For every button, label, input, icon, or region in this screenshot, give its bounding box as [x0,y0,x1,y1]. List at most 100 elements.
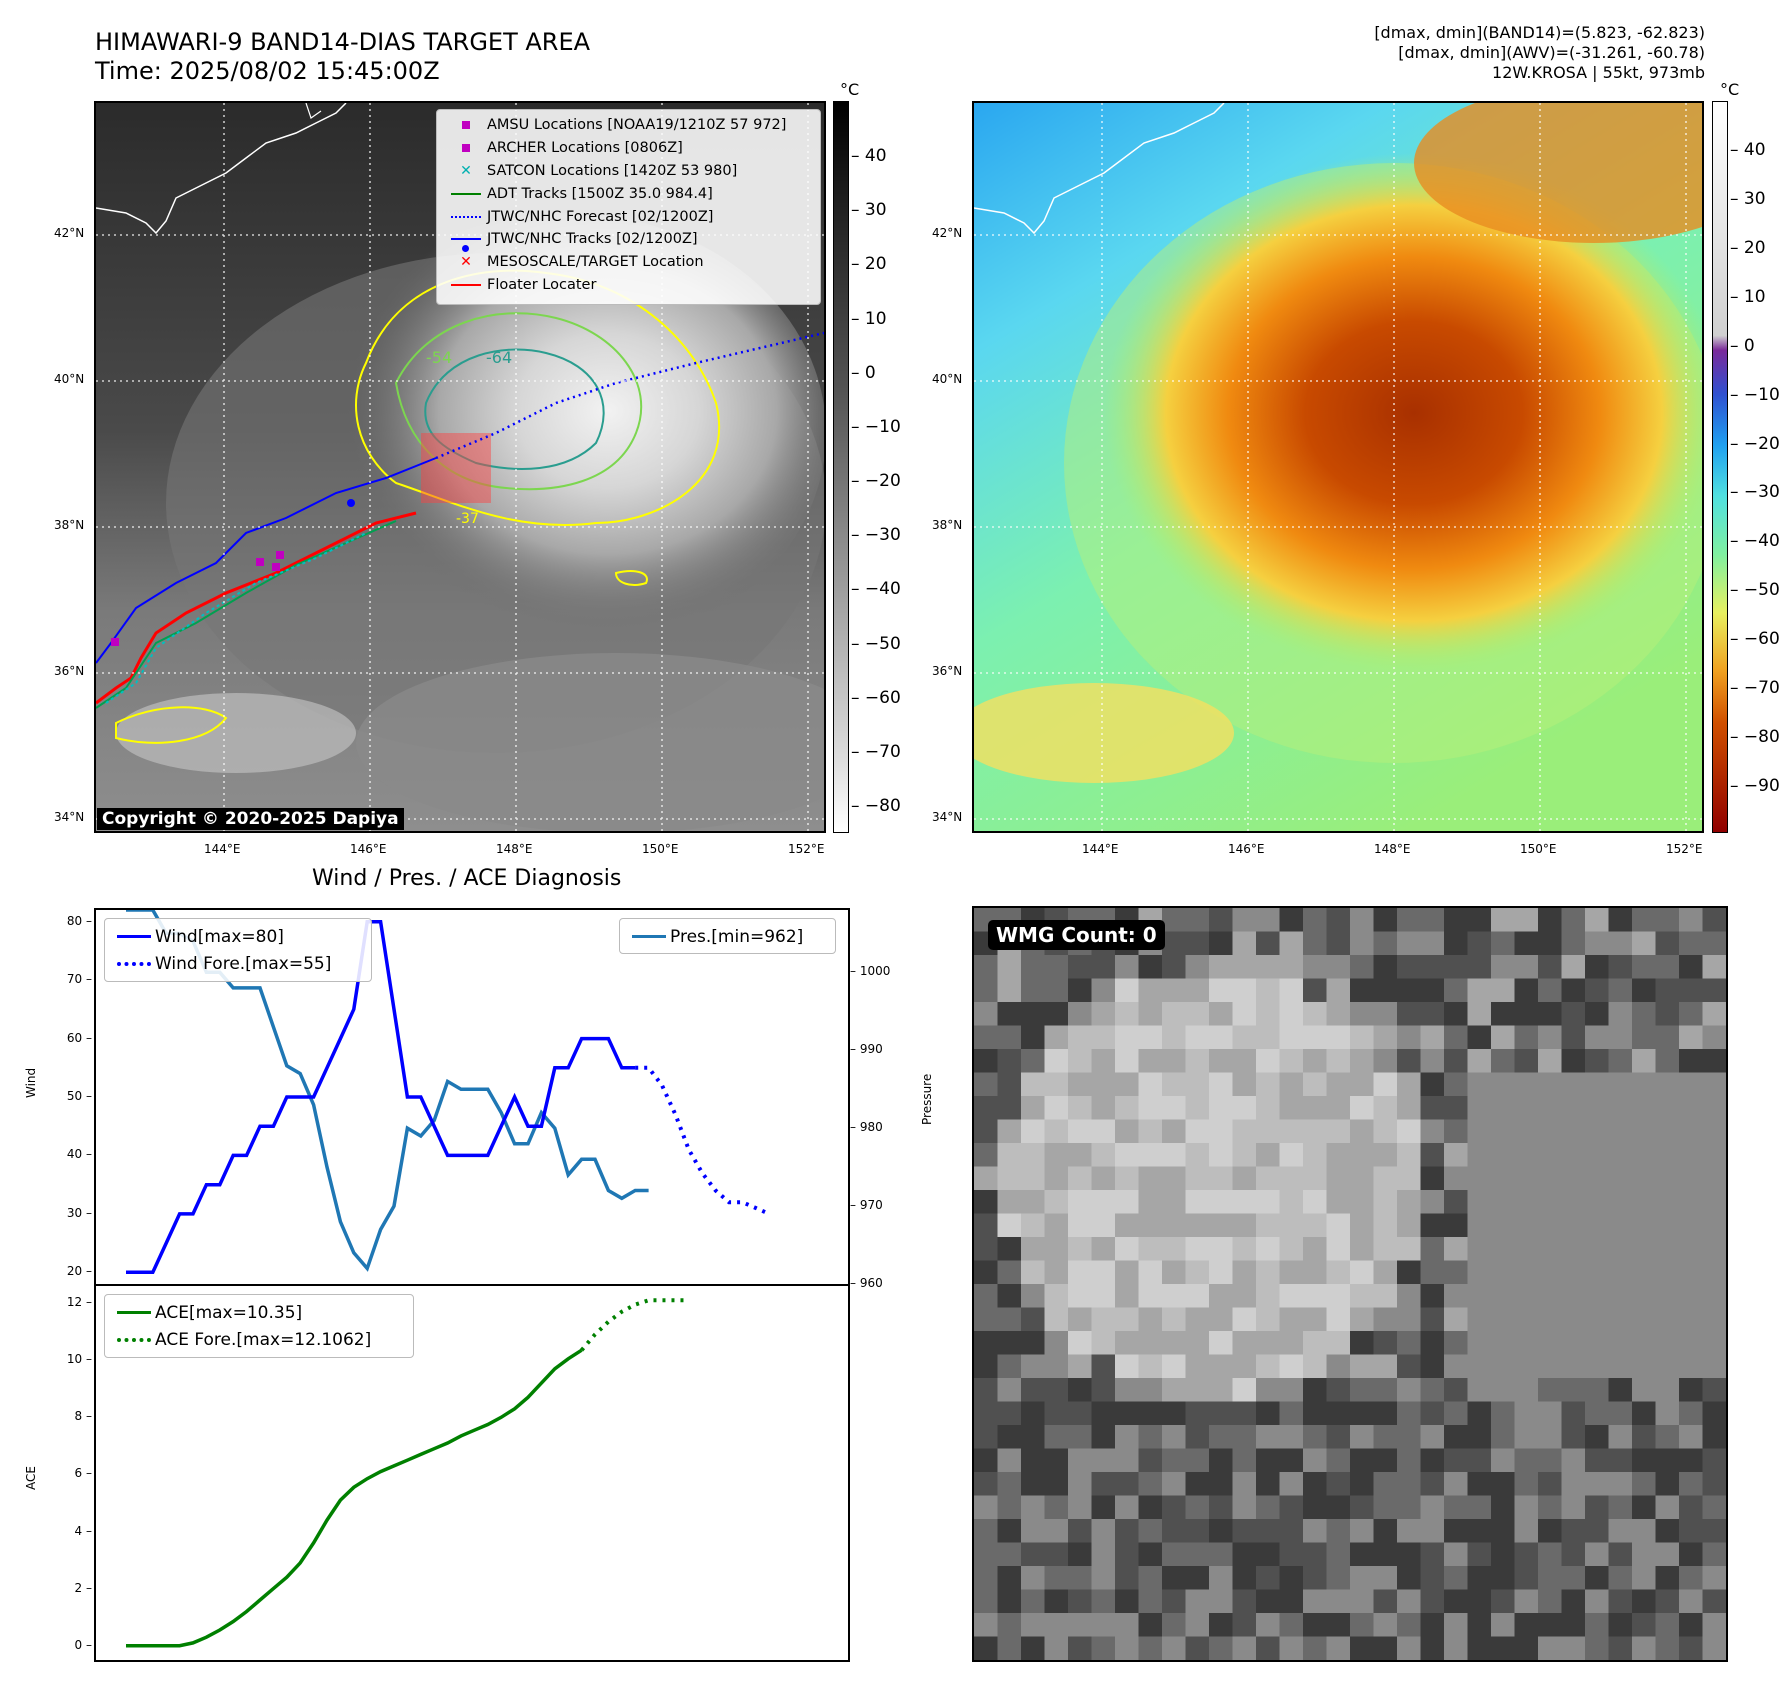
info-band14-range: [dmax, dmin](BAND14)=(5.823, -62.823) [1374,23,1705,42]
lat-label-36: 36°N [54,664,85,678]
left-colorbar-tick: – 10 [851,308,887,329]
legend-label: AMSU Locations [NOAA19/1210Z 57 972] [487,117,787,134]
right-colorbar-tick: – −60 [1730,629,1780,650]
lon-label-144: 144°E [204,842,241,856]
left-colorbar-tick: – 0 [851,362,876,383]
left-colorbar-tick: – −70 [851,741,901,762]
contour-label-37: -37 [456,511,479,527]
wmg-count-badge: WMG Count: 0 [988,920,1165,950]
legend-item-floater: Floater Locater [445,274,812,297]
right-colorbar-tick: – 40 [1730,140,1766,160]
lon-label-146-right: 146°E [1228,842,1265,856]
right-colorbar-tick: – −70 [1730,678,1780,699]
wind-tick: 70 – [66,972,92,987]
legend-label: JTWC/NHC Tracks [02/1200Z] [487,231,698,248]
right-colorbar-tick: – 20 [1730,237,1766,258]
right-colorbar-tick: – −90 [1730,776,1780,796]
jtwc-track-line [96,457,437,664]
left-colorbar [833,101,849,833]
lon-label-144-right: 144°E [1082,842,1119,856]
dotted-line-icon [451,215,481,218]
lon-label-152: 152°E [788,842,825,856]
pressure-tick: – 970 [850,1198,883,1213]
legend-label: MESOSCALE/TARGET Location [487,254,704,271]
legend-label: ADT Tracks [1500Z 35.0 984.4] [487,185,713,202]
info-block: [dmax, dmin](BAND14)=(5.823, -62.823) [d… [1374,23,1705,83]
right-colorbar-tick: – 30 [1730,188,1766,209]
ace-ylabel: ACE [24,1466,38,1490]
legend-label: Floater Locater [487,276,597,293]
legend-item-amsu: AMSU Locations [NOAA19/1210Z 57 972] [445,114,812,137]
right-colorbar-tick: – −40 [1730,531,1780,552]
jtwc-track-point [347,499,355,507]
ace-tick: 2 – [74,1580,92,1595]
lat-label-40-right: 40°N [932,372,963,386]
square-marker-icon [462,121,470,130]
ace-tick: 6 – [74,1466,92,1481]
lat-label-34-right: 34°N [932,810,963,824]
lat-label-42: 42°N [54,226,85,240]
right-colorbar-tick: – −50 [1730,580,1780,601]
diagnosis-title: Wind / Pres. / ACE Diagnosis [312,866,622,891]
ace-tick: 8 – [74,1409,92,1424]
dotted-line-icon [117,961,151,966]
left-colorbar-unit: °C [840,80,860,99]
info-storm: 12W.KROSA | 55kt, 973mb [1492,63,1705,82]
right-colorbar-tick: – 10 [1730,286,1766,307]
wind-tick: 50 – [66,1089,92,1103]
right-colorbar-tick: – −80 [1730,727,1780,748]
legend-label: Pres.[min=962] [670,926,804,947]
wind-tick: 20 – [66,1264,92,1279]
left-colorbar-tick: – −60 [851,687,901,708]
lat-label-42-right: 42°N [932,226,963,240]
legend-item-jtwc-tracks: JTWC/NHC Tracks [02/1200Z] [445,228,812,253]
pressure-tick: – 980 [850,1120,883,1135]
right-colorbar [1712,101,1728,833]
legend-item-adt: ADT Tracks [1500Z 35.0 984.4] [445,182,812,205]
lat-label-38: 38°N [54,518,85,532]
legend-label: ACE[max=10.35] [155,1302,303,1323]
contour-label-64: -64 [486,348,512,367]
contour-label-54: -54 [426,348,452,367]
legend-item-ace: ACE[max=10.35] [113,1299,405,1326]
color-map-panel [972,101,1704,833]
legend-label: Wind Fore.[max=55] [155,953,332,974]
lon-label-150-right: 150°E [1520,842,1557,856]
left-colorbar-tick: – 40 [851,146,887,166]
legend-item-wind: Wind[max=80] [113,923,363,950]
legend-label: Wind[max=80] [155,926,284,947]
pres-legend: Pres.[min=962] [619,918,836,954]
x-marker-icon: ✕ [460,162,472,179]
ace-tick: 0 – [74,1637,92,1652]
wind-tick: 40 – [66,1147,92,1162]
copyright-label: Copyright © 2020-2025 Dapiya [97,808,404,830]
line-marker-icon [451,283,481,286]
ace-line [126,1348,583,1648]
lon-label-146: 146°E [350,842,387,856]
wind-pres-axes: Wind[max=80] Wind Fore.[max=55] Pres.[mi… [94,908,850,1286]
wind-tick: 80 – [66,913,92,928]
right-colorbar-unit: °C [1720,80,1740,99]
wmg-panel: WMG Count: 0 [972,906,1728,1662]
line-dot-icon [451,238,481,241]
right-colorbar-tick: – −30 [1730,482,1780,503]
color-map-image [974,103,1702,831]
lat-label-40: 40°N [54,372,85,386]
legend-item-wind-fore: Wind Fore.[max=55] [113,950,363,977]
right-colorbar-tick: – 0 [1730,335,1755,356]
lon-label-148: 148°E [496,842,533,856]
ace-tick: 12 – [66,1295,92,1310]
legend-item-archer: ARCHER Locations [0806Z] [445,137,812,160]
ir-map-panel: -64 -54 -37 AM [94,101,826,833]
dotted-line-icon [117,1337,151,1342]
ace-tick: 10 – [66,1352,92,1367]
ace-tick: 4 – [74,1523,92,1538]
lat-label-38-right: 38°N [932,518,963,532]
wind-legend: Wind[max=80] Wind Fore.[max=55] [104,918,372,982]
line-marker-icon [117,1311,151,1314]
legend-item-satcon: ✕ SATCON Locations [1420Z 53 980] [445,160,812,183]
right-colorbar-tick: – −20 [1730,433,1780,454]
target-box [421,433,491,503]
line-marker-icon [632,935,666,938]
wind-tick: 60 – [66,1030,92,1045]
